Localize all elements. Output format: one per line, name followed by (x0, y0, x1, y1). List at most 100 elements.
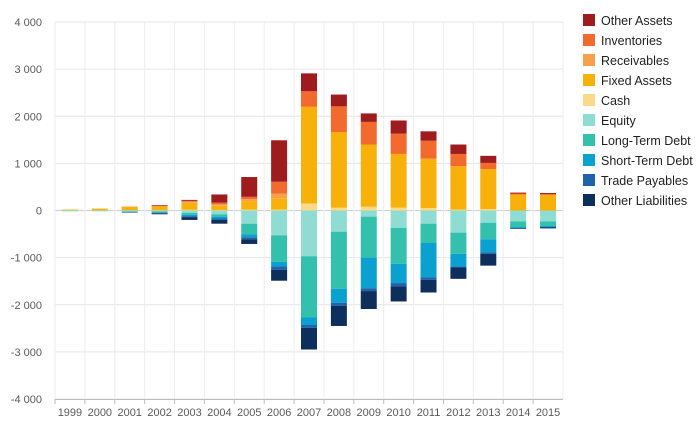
bar-segment (301, 73, 317, 92)
bar-segment (241, 210, 258, 224)
bar-segment (241, 209, 258, 211)
bar-segment (480, 222, 497, 240)
bar-segment (540, 193, 557, 195)
bar-segment (271, 209, 288, 211)
bar-segment (360, 206, 377, 211)
bar-segment (480, 239, 497, 253)
bar-segment (271, 266, 288, 270)
axes: 4 000 3 000 2 000 1 000 0 -1 000 -2 000 -3 000 -… (11, 17, 563, 419)
bar-segment (181, 217, 198, 220)
bar-segment (420, 158, 437, 209)
bar-segment (420, 279, 437, 293)
y-tick-label: 2 000 (14, 111, 42, 123)
bar-segment (241, 177, 258, 197)
bar-segment (151, 206, 168, 211)
bar-segment (91, 208, 108, 211)
bar-segment (271, 181, 288, 194)
y-tick-label: -3 000 (11, 347, 42, 359)
bar-segment (330, 231, 347, 289)
bar-segment (211, 204, 228, 206)
x-tick-label: 2003 (177, 407, 201, 419)
bar-segment (540, 226, 557, 227)
legend-label: Inventories (601, 34, 662, 48)
bar-segment (420, 223, 437, 244)
bar-segment (450, 210, 467, 233)
bar-segment (181, 199, 198, 201)
y-tick-label: 0 (36, 206, 42, 218)
bar-segment (211, 216, 228, 219)
bar-segment (480, 162, 497, 170)
bar-segment (241, 201, 258, 210)
y-tick-label: -1 000 (11, 253, 42, 265)
bar-segment (420, 140, 437, 159)
bar-segment (241, 234, 258, 238)
bar-segment (181, 212, 198, 215)
legend-label: Short-Term Debt (601, 154, 693, 168)
bar-segment (390, 133, 407, 154)
bar-segment (450, 144, 467, 154)
bar-segment (480, 169, 497, 210)
bar-segment (360, 144, 377, 207)
bar-segment (271, 210, 288, 236)
bar-segment (450, 232, 467, 254)
legend-label: Long-Term Debt (601, 134, 691, 148)
bar-segment (271, 193, 288, 199)
bar-segment (510, 210, 527, 222)
grid-lines (54, 21, 564, 400)
bar-segment (181, 210, 198, 213)
x-tick-label: 2012 (446, 407, 470, 419)
y-tick-label: 1 000 (14, 158, 42, 170)
bar-segment (360, 257, 377, 289)
bar-segment (420, 277, 437, 280)
x-tick-label: 2013 (476, 407, 500, 419)
bar-segment (181, 216, 198, 218)
bar-segment (211, 218, 228, 220)
x-tick-label: 2001 (117, 407, 141, 419)
bars (61, 73, 557, 350)
bar-segment (181, 202, 198, 210)
bar-segment (360, 113, 377, 122)
bar-segment (151, 210, 168, 212)
bar-segment (330, 288, 347, 303)
bar-segment (420, 208, 437, 211)
bar-segment (211, 214, 228, 217)
bar-segment (450, 266, 467, 268)
legend-swatch (583, 114, 595, 126)
bar-segment (420, 131, 437, 141)
bar-segment (540, 227, 557, 229)
bar-segment (271, 198, 288, 210)
bar-segment (301, 210, 317, 257)
y-tick-label: 4 000 (14, 17, 42, 29)
x-tick-label: 2006 (267, 407, 291, 419)
bar-segment (211, 202, 228, 205)
bar-segment (241, 199, 258, 202)
legend-swatch (583, 54, 595, 66)
bar-segment (390, 153, 407, 208)
bar-segment (181, 201, 198, 203)
legend-label: Other Assets (601, 14, 673, 28)
bar-segment (450, 253, 467, 267)
bar-segment (301, 317, 317, 326)
bar-segment (330, 210, 347, 232)
bar-segment (330, 207, 347, 211)
bar-segment (510, 194, 527, 211)
bar-segment (390, 286, 407, 302)
bar-segment (121, 206, 138, 211)
x-tick-label: 2009 (357, 407, 381, 419)
bar-segment (211, 194, 228, 203)
bar-segment (241, 223, 258, 235)
legend-swatch (583, 74, 595, 86)
bar-segment (241, 196, 258, 200)
bar-segment (450, 153, 467, 167)
legend: Other Assets Inventories Receivables Fixed … (583, 14, 693, 208)
bar-segment (330, 305, 347, 326)
bar-segment (271, 269, 288, 281)
bar-segment (480, 252, 497, 254)
bar-segment (390, 227, 407, 264)
bar-segment (301, 203, 317, 211)
bar-segment (510, 193, 527, 195)
bar-segment (301, 106, 317, 204)
x-tick-label: 2014 (506, 407, 530, 419)
